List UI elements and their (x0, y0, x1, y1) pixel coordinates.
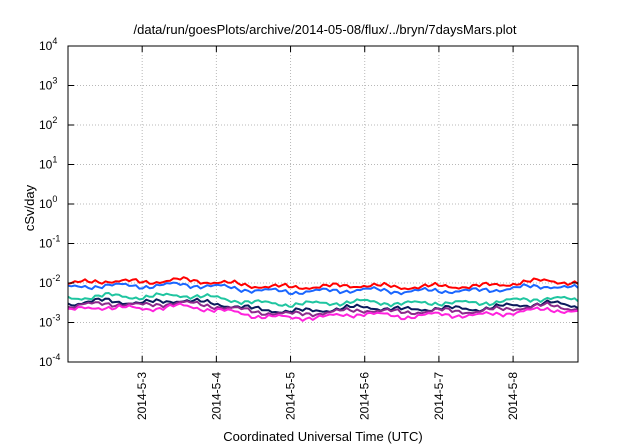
y-tick-label: 10-4 (39, 352, 60, 369)
x-tick-label: 2014-5-5 (284, 372, 298, 420)
y-tick-exponent: 3 (52, 76, 57, 86)
chart-title: /data/run/goesPlots/archive/2014-05-08/f… (134, 22, 517, 37)
y-tick-exponent: -4 (52, 352, 60, 362)
y-tick-base: 10 (39, 316, 53, 330)
y-tick-exponent: 2 (52, 115, 57, 125)
series-line (67, 300, 579, 318)
grid (68, 46, 578, 362)
y-tick-exponent: 1 (52, 155, 57, 165)
y-tick-exponent: 0 (52, 194, 57, 204)
y-tick-base: 10 (39, 276, 53, 290)
x-tick-label: 2014-5-6 (358, 372, 372, 420)
y-tick-exponent: 4 (52, 36, 57, 46)
y-tick-exponent: -2 (52, 273, 60, 283)
y-tick-base: 10 (39, 39, 53, 53)
y-tick-label: 102 (39, 115, 57, 132)
y-tick-base: 10 (39, 158, 53, 172)
x-tick-label: 2014-5-8 (506, 372, 520, 420)
series-line (67, 297, 579, 314)
y-tick-label: 10-2 (39, 273, 60, 290)
y-axis-label: cSv/day (22, 184, 37, 231)
x-axis-label: Coordinated Universal Time (UTC) (223, 429, 422, 444)
y-tick-base: 10 (39, 118, 53, 132)
series-line (67, 292, 579, 308)
x-tick-label: 2014-5-3 (135, 372, 149, 420)
y-tick-exponent: -3 (52, 313, 60, 323)
y-tick-label: 10-3 (39, 313, 60, 330)
y-tick-label: 103 (39, 76, 57, 93)
series-line (67, 276, 579, 291)
y-tick-label: 10-1 (39, 234, 60, 251)
y-tick-base: 10 (39, 237, 53, 251)
y-tick-exponent: -1 (52, 234, 60, 244)
series-line (67, 302, 579, 322)
series-lines (67, 276, 579, 322)
y-tick-base: 10 (39, 197, 53, 211)
series-line (67, 281, 579, 296)
x-tick-label: 2014-5-4 (209, 372, 223, 420)
y-tick-base: 10 (39, 79, 53, 93)
x-tick-label: 2014-5-7 (432, 372, 446, 420)
y-tick-label: 104 (39, 36, 57, 53)
y-tick-label: 100 (39, 194, 57, 211)
y-tick-base: 10 (39, 355, 53, 369)
y-tick-label: 101 (39, 155, 57, 172)
